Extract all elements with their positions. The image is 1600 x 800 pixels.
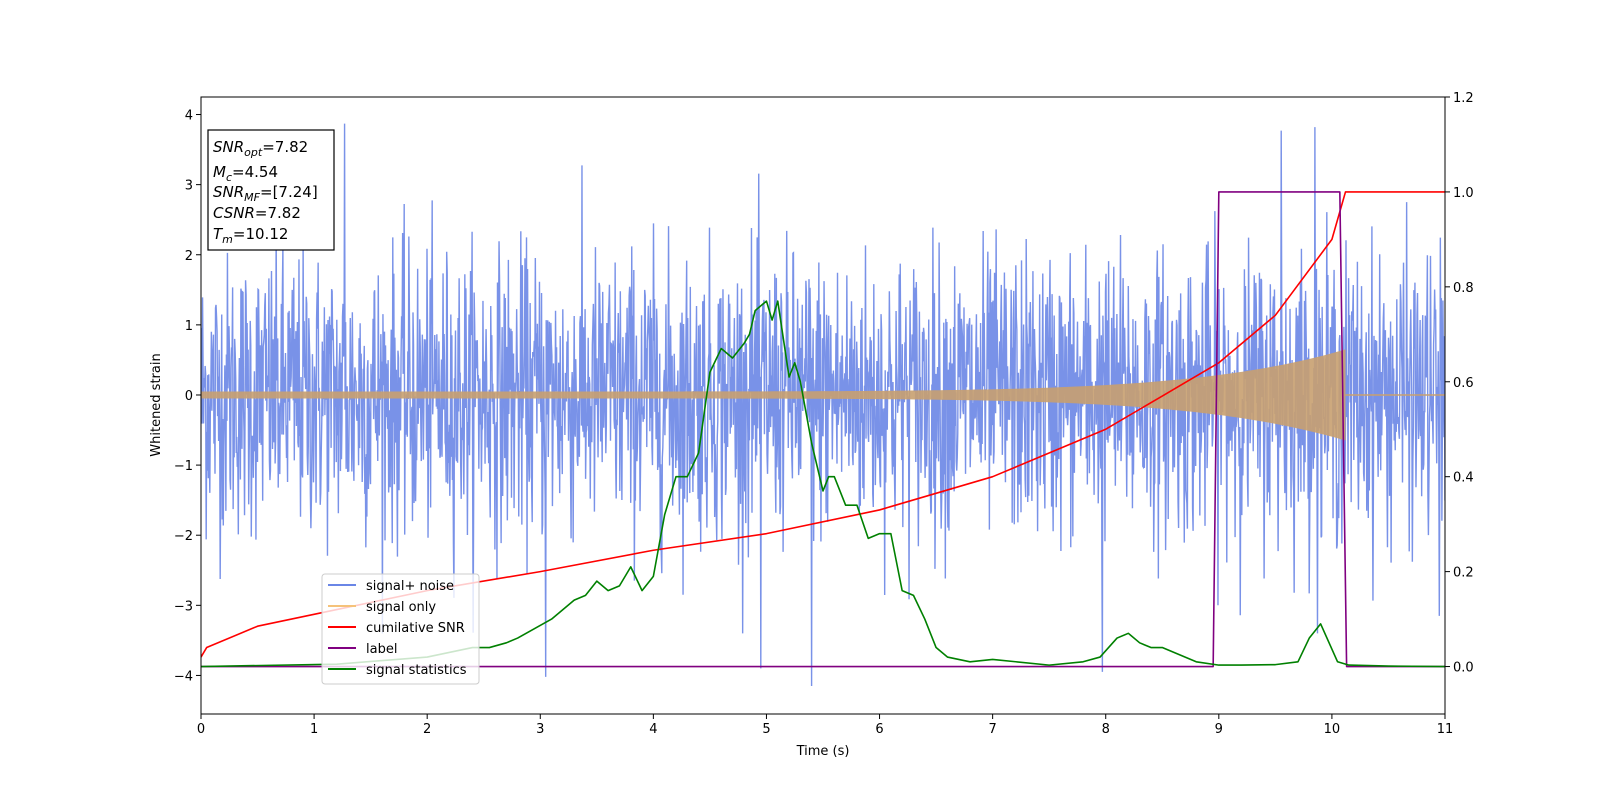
y-axis-ticks: −4 −3 −2 −1 0 1 2 3 4 [174, 109, 201, 684]
series-signal-only [201, 349, 1346, 441]
legend-label: signal+ noise [366, 579, 454, 594]
x-tick-label: 1 [310, 722, 318, 737]
x-tick-label: 0 [197, 722, 205, 737]
annotation-frame [207, 129, 335, 251]
y-tick-label: 3 [185, 179, 193, 194]
x-tick-label: 5 [762, 722, 770, 737]
annotation-line: Mc=4.54 [213, 163, 278, 184]
x-axis-label: Time (s) [796, 744, 850, 759]
plot-frame [200, 96, 1446, 715]
x-tick-label: 10 [1324, 722, 1341, 737]
x-tick-label: 7 [988, 722, 996, 737]
series-label [201, 191, 1445, 668]
legend-label: signal statistics [366, 663, 467, 678]
legend: signal+ noise signal only cumilative SNR la… [321, 573, 480, 685]
y2-tick-label: 1.0 [1453, 186, 1474, 201]
x-tick-label: 6 [875, 722, 883, 737]
x-tick-label: 8 [1102, 722, 1110, 737]
x-tick-label: 4 [649, 722, 657, 737]
x-tick-label: 2 [423, 722, 431, 737]
series-signal-noise [201, 123, 1445, 686]
y-tick-label: 2 [185, 249, 193, 264]
series-signal-statistics [201, 300, 1445, 668]
x-tick-label: 9 [1215, 722, 1223, 737]
plot-series [201, 123, 1445, 686]
annotation-line: SNRopt=7.82 [213, 138, 308, 159]
y-axis-label: Whitened strain [149, 353, 164, 456]
series-cumilative-snr [201, 191, 1445, 658]
annotation-line: SNRMF=[7.24] [213, 183, 318, 204]
y2-tick-label: 0.8 [1453, 281, 1474, 296]
annotation-line: Tm=10.12 [213, 225, 288, 246]
y-tick-label: −4 [174, 669, 193, 684]
y-tick-label: 1 [185, 319, 193, 334]
y-tick-label: −2 [174, 529, 193, 544]
y2-tick-label: 0.4 [1453, 471, 1474, 486]
y2-tick-label: 0.2 [1453, 566, 1474, 581]
y-tick-label: 4 [185, 109, 193, 124]
y2-axis-ticks: 0.0 0.2 0.4 0.6 0.8 1.0 1.2 [1445, 91, 1474, 676]
legend-label: label [366, 642, 397, 657]
annotation-line: CSNR=7.82 [213, 204, 301, 222]
legend-label: signal only [366, 600, 436, 615]
y-tick-label: 0 [185, 389, 193, 404]
x-axis-ticks: 0 1 2 3 4 5 6 7 8 9 10 11 [197, 714, 1453, 737]
y-tick-label: −3 [174, 599, 193, 614]
x-tick-label: 3 [536, 722, 544, 737]
x-tick-label: 11 [1437, 722, 1454, 737]
y2-tick-label: 0.0 [1453, 661, 1474, 676]
legend-label: cumilative SNR [366, 621, 465, 636]
legend-frame [321, 573, 480, 685]
y-tick-label: −1 [174, 459, 193, 474]
y2-tick-label: 1.2 [1453, 91, 1474, 106]
y2-tick-label: 0.6 [1453, 376, 1474, 391]
